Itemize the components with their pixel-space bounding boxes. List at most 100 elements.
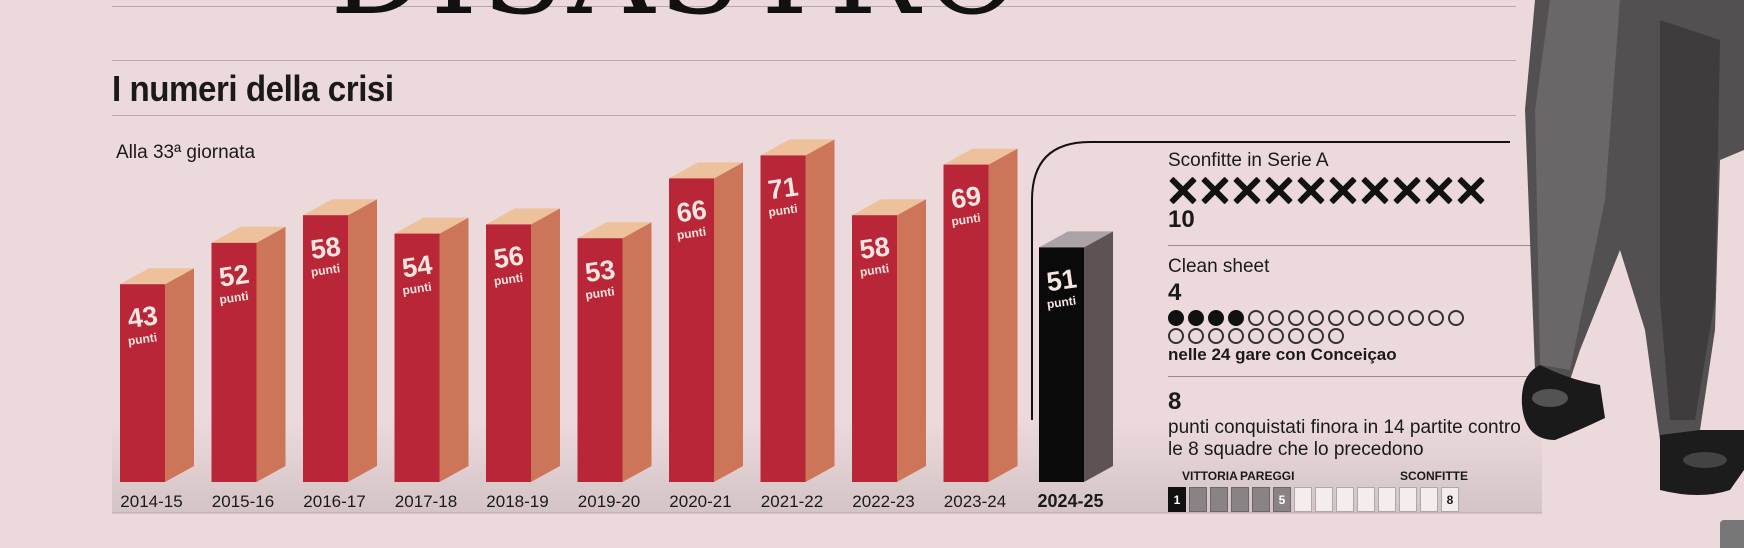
x-tick-label: 2014-15 — [120, 492, 182, 511]
ticks-group: 2014-15 2015-16 2016-17 2017-18 2018-19 2019-… — [120, 491, 1103, 511]
clean-sheet-filled-dot — [1228, 310, 1244, 326]
result-labels: VITTORIA PAREGGI SCONFITTE — [1168, 469, 1548, 485]
bar-unit-label: punti — [127, 330, 158, 348]
clean-sheet-empty-dot — [1188, 328, 1204, 344]
clean-sheet-empty-dot — [1428, 310, 1444, 326]
clean-sheet-empty-dot — [1288, 310, 1304, 326]
clean-sheet-empty-dot — [1328, 310, 1344, 326]
bar-front — [1039, 247, 1084, 482]
bar-side — [988, 148, 1018, 482]
x-tick-label: 2015-16 — [212, 492, 274, 511]
bar-value-label: 71 — [766, 171, 800, 205]
losses-marks — [1168, 176, 1548, 205]
loss-x-icon — [1456, 176, 1485, 205]
x-tick-label: 2024-25 — [1037, 491, 1103, 511]
loss-x-icon — [1264, 176, 1293, 205]
bar-top — [211, 226, 286, 243]
bar-unit-label: punti — [310, 261, 341, 279]
loss-x-icon — [1328, 176, 1357, 205]
bar-unit-label: punti — [493, 270, 524, 288]
result-loss — [1399, 487, 1417, 512]
bar-value-label: 66 — [675, 194, 709, 228]
clean-sheet-filled-dot — [1188, 310, 1204, 326]
result-loss — [1378, 487, 1396, 512]
result-draw — [1252, 487, 1270, 512]
loss-x-icon — [1296, 176, 1325, 205]
bar-front — [943, 164, 989, 482]
bar-top — [852, 199, 926, 216]
clean-sheet-empty-dot — [1308, 310, 1324, 326]
loss-x-icon — [1232, 176, 1261, 205]
result-draw — [1210, 487, 1228, 512]
x-tick-label: 2022-23 — [852, 492, 914, 511]
result-draw — [1189, 487, 1207, 512]
clean-sheet-dots-row-2 — [1168, 328, 1548, 344]
loss-x-icon — [1168, 176, 1197, 205]
top-rule — [112, 6, 1516, 7]
section-rule — [112, 115, 1516, 116]
clean-sheet-empty-dot — [1328, 328, 1344, 344]
bar-side — [256, 226, 286, 482]
clean-sheet-empty-dot — [1268, 328, 1284, 344]
bar-unit-label: punti — [1046, 293, 1077, 311]
chart-subtitle: Alla 33ª giornata — [116, 142, 256, 163]
highlight-frame — [1031, 141, 1510, 485]
bar-side — [439, 217, 469, 482]
loss-x-icon — [1392, 176, 1421, 205]
bar-value-label: 54 — [400, 250, 434, 284]
bar-front — [211, 242, 257, 482]
points-caption-1: punti conquistati finora in 14 partite c… — [1168, 417, 1521, 438]
clean-sheet-caption: nelle 24 gare con Conceiçao — [1168, 345, 1397, 364]
bar-side — [531, 208, 560, 482]
bar-value-label: 58 — [858, 231, 892, 265]
bar-top — [669, 162, 743, 179]
bar-value-label: 69 — [949, 181, 983, 215]
bar-top — [394, 217, 469, 234]
player-legs-photo — [1521, 0, 1744, 495]
bar-top — [943, 148, 1018, 165]
bar-side — [622, 222, 652, 482]
x-tick-label: 2019-20 — [578, 492, 640, 511]
clean-sheet-empty-dot — [1408, 310, 1424, 326]
bar-side — [897, 199, 926, 482]
bar-unit-label: punti — [219, 289, 250, 307]
bar-front — [760, 155, 806, 482]
bar-unit-label: punti — [676, 224, 707, 242]
clean-sheet-empty-dot — [1288, 328, 1304, 344]
loss-x-icon — [1360, 176, 1389, 205]
clean-sheet-dots-row-1 — [1168, 310, 1548, 326]
bar-front — [303, 215, 348, 482]
bar-value-label: 56 — [492, 240, 526, 274]
result-loss — [1336, 487, 1354, 512]
draws-label: PAREGGI — [1240, 469, 1295, 483]
bar-unit-label: punti — [402, 280, 433, 298]
result-win: 1 — [1168, 487, 1186, 512]
bar-side — [348, 199, 377, 482]
result-loss: 8 — [1441, 487, 1459, 512]
bar-top — [486, 208, 560, 225]
x-tick-label: 2016-17 — [303, 492, 365, 511]
bar-unit-label: punti — [951, 211, 982, 229]
clean-sheet-empty-dot — [1268, 310, 1284, 326]
losses-value: 10 — [1168, 206, 1195, 233]
bar-front — [852, 215, 897, 482]
stats-divider — [1168, 376, 1542, 377]
wins-label: VITTORIA — [1182, 469, 1238, 483]
bar-side — [1084, 231, 1113, 482]
clean-sheet-empty-dot — [1208, 328, 1224, 344]
bar-unit-label: punti — [859, 261, 890, 279]
clean-sheet-filled-dot — [1168, 310, 1184, 326]
bar-top — [760, 139, 835, 156]
stats-panel: Sconfitte in Serie A 10 Clean sheet 4 ne… — [1168, 150, 1548, 512]
bar-top — [120, 268, 194, 285]
clean-sheet-empty-dot — [1248, 328, 1264, 344]
